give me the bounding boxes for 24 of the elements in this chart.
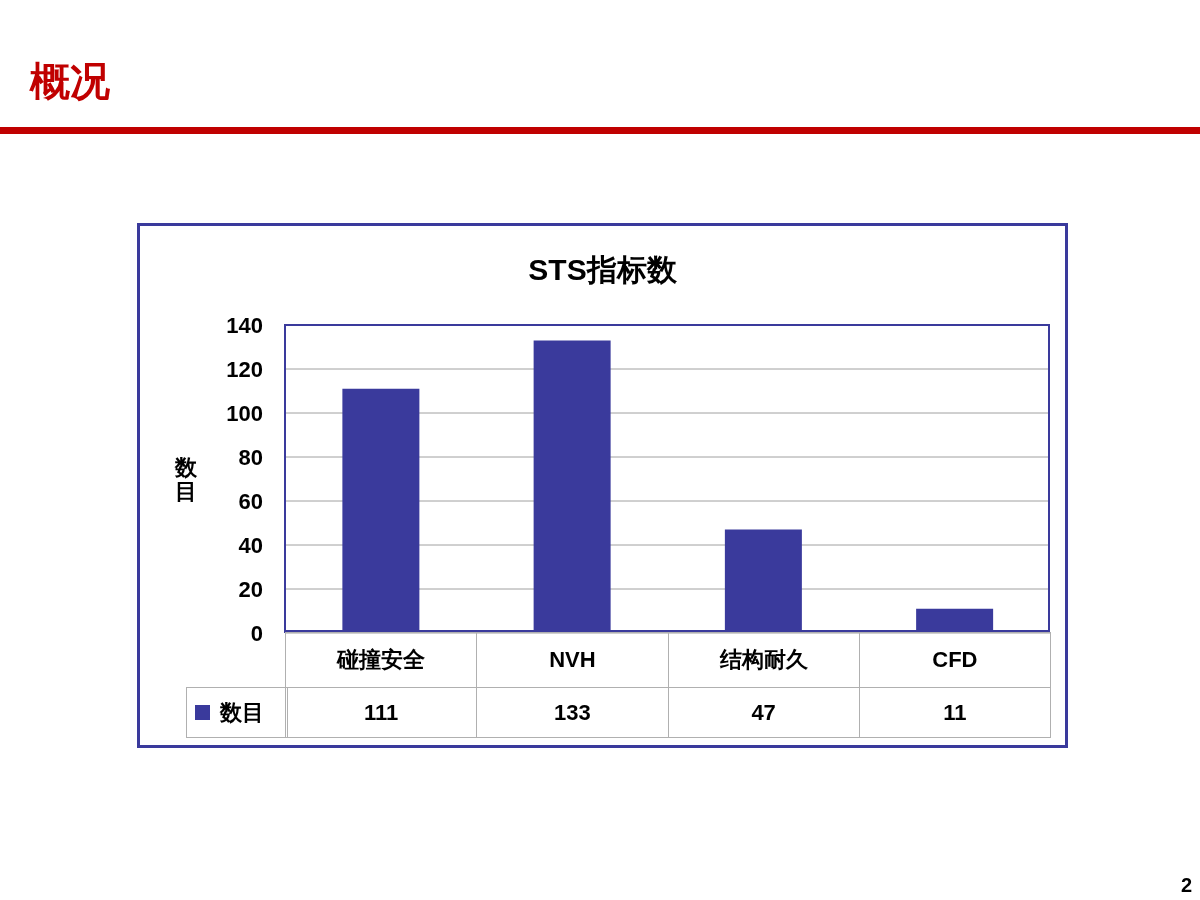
x-tick-label: 结构耐久	[667, 632, 860, 688]
y-axis-title: 数目	[174, 455, 198, 505]
bar	[342, 388, 420, 633]
chart-title: STS指标数	[527, 252, 678, 288]
y-tick-label: 60	[238, 488, 263, 514]
y-tick-label: 0	[250, 620, 263, 646]
y-tick-label: 80	[238, 444, 263, 470]
x-tick-label: 碰撞安全	[285, 632, 478, 688]
y-tick-label: 140	[226, 312, 263, 338]
data-label: 133	[476, 687, 669, 738]
data-label: 11	[858, 687, 1051, 738]
text: 2	[1180, 874, 1192, 897]
legend-label: 数目	[186, 687, 288, 738]
y-tick-label: 40	[238, 532, 263, 558]
x-tick-label: CFD	[858, 632, 1051, 688]
data-label: 111	[285, 687, 478, 738]
y-tick-label: 20	[238, 576, 263, 602]
bar	[724, 529, 802, 633]
y-tick-label: 120	[226, 356, 263, 382]
bar	[533, 340, 611, 633]
y-tick-label: 100	[226, 400, 263, 426]
text: 概况	[30, 58, 110, 105]
data-label: 47	[667, 687, 860, 738]
x-tick-label: NVH	[476, 632, 669, 688]
